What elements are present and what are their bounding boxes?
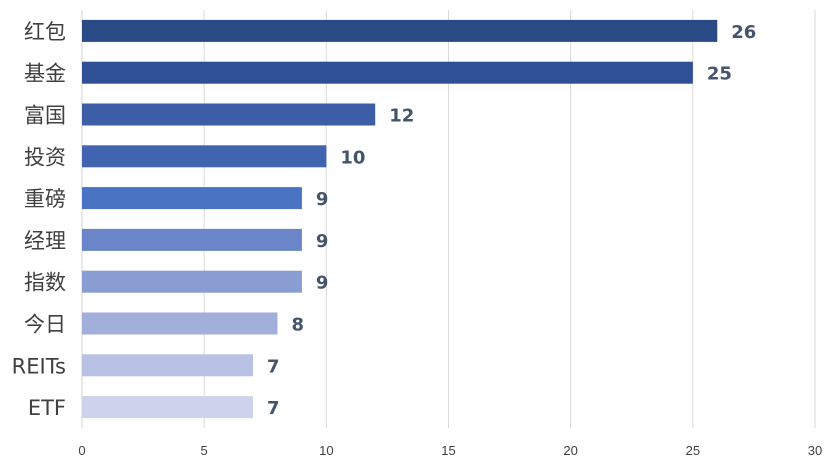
category-label: REITs <box>12 354 66 378</box>
category-label: 红包 <box>24 20 66 44</box>
x-tick-label: 15 <box>441 443 455 458</box>
x-tick-label: 30 <box>808 443 822 458</box>
data-label: 9 <box>316 273 329 294</box>
data-label: 7 <box>267 398 280 419</box>
bar-9 <box>82 396 254 419</box>
category-label: 重磅 <box>24 187 66 211</box>
data-label: 9 <box>316 189 329 210</box>
bar-6 <box>82 270 302 293</box>
category-label: 今日 <box>24 313 66 337</box>
bar-7 <box>82 312 278 335</box>
bar-5 <box>82 228 302 251</box>
data-label: 7 <box>267 356 280 377</box>
data-label: 26 <box>731 22 756 43</box>
data-label: 10 <box>340 147 365 168</box>
bars <box>82 19 718 419</box>
category-label: 基金 <box>24 62 66 86</box>
bar-1 <box>82 61 693 84</box>
bar-8 <box>82 354 254 377</box>
x-tick-label: 0 <box>78 443 85 458</box>
bar-2 <box>82 103 376 126</box>
data-label: 9 <box>316 231 329 252</box>
x-tick-label: 25 <box>686 443 700 458</box>
bar-3 <box>82 145 327 168</box>
data-label: 12 <box>389 106 414 127</box>
data-label: 8 <box>291 315 304 336</box>
x-tick-label: 5 <box>201 443 208 458</box>
category-label: 富国 <box>24 104 66 128</box>
bar-4 <box>82 187 302 210</box>
category-label: 指数 <box>24 271 66 295</box>
category-label: 经理 <box>24 229 66 253</box>
x-axis-ticks: 0 5 10 15 20 25 30 <box>78 443 822 458</box>
bar-0 <box>82 19 718 42</box>
data-label: 25 <box>707 64 732 85</box>
category-label: 投资 <box>24 145 66 169</box>
category-label: ETF <box>28 396 66 420</box>
x-tick-label: 20 <box>563 443 577 458</box>
x-tick-label: 10 <box>319 443 333 458</box>
